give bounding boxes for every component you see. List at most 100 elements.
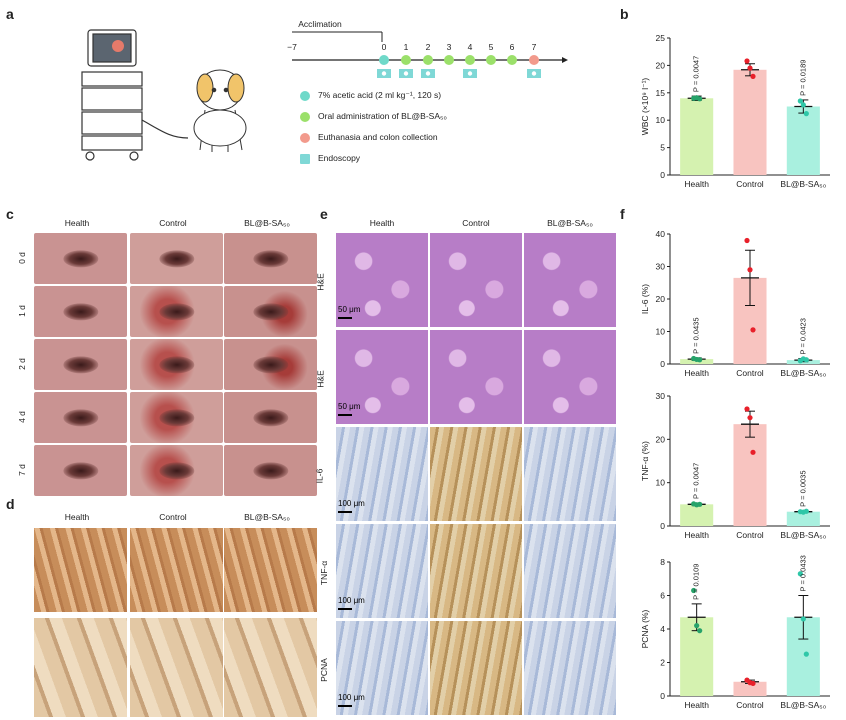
- data-point: [797, 98, 803, 104]
- bar: [733, 69, 767, 175]
- bar: [733, 424, 767, 526]
- data-point: [694, 623, 700, 629]
- p-value-label: P = 0.0035: [798, 470, 807, 506]
- endoscopy-image: [130, 339, 223, 390]
- endoscopy-marker-icon: [467, 71, 473, 76]
- endoscopy-illustration: [81, 29, 247, 161]
- legend-dot-icon: [300, 132, 310, 143]
- histology-image: [524, 233, 616, 327]
- p-value-label: P = 0.0047: [692, 56, 701, 92]
- x-tick-label: Control: [736, 179, 764, 189]
- bar: [680, 504, 714, 526]
- histology-image: [430, 621, 522, 715]
- colon-zoom-photo: [130, 618, 223, 717]
- timeline-tick-label: 3: [447, 42, 452, 52]
- timeline-legend-text: Euthanasia and colon collection: [318, 132, 438, 142]
- timeline-dot: [379, 55, 389, 65]
- colon-photo: [224, 528, 317, 612]
- timeline-dot: [486, 55, 496, 65]
- data-point: [800, 102, 806, 108]
- timeline-dot: [507, 55, 517, 65]
- column-header: Health: [64, 512, 90, 522]
- colon-photo: [34, 528, 127, 612]
- bar: [786, 106, 820, 175]
- y-tick-label: 0: [660, 691, 665, 701]
- histology-image: [524, 621, 616, 715]
- data-point: [750, 73, 756, 79]
- timeline-dot: [465, 55, 475, 65]
- y-tick-label: 20: [656, 60, 666, 70]
- endoscopy-image: [34, 392, 127, 443]
- y-axis-label: IL-6 (%): [640, 284, 650, 314]
- histology-image: [430, 233, 522, 327]
- histology-image: [336, 524, 428, 618]
- timeline-tick-label: 5: [489, 42, 494, 52]
- p-value-label: P = 0.0433: [798, 555, 807, 591]
- endoscopy-marker-icon: [403, 71, 409, 76]
- y-tick-label: 20: [656, 434, 666, 444]
- timeline-legend-item: Euthanasia and colon collection: [300, 132, 438, 143]
- timeline-arrow: [562, 57, 568, 63]
- data-point: [750, 680, 756, 687]
- x-tick-label: Control: [736, 530, 764, 540]
- scale-bar-label: 100 μm: [338, 693, 365, 702]
- colon-zoom-photo: [224, 618, 317, 717]
- legend-dot-icon: [300, 111, 310, 122]
- data-point: [803, 111, 809, 117]
- y-tick-label: 30: [656, 262, 666, 272]
- y-axis-label: WBC (×10⁹ l⁻¹): [640, 78, 650, 136]
- data-point: [800, 616, 806, 622]
- colon-photo: [130, 528, 223, 612]
- timeline-legend-item: Oral administration of BL@B-SA₅₀: [300, 111, 447, 122]
- data-point: [750, 327, 756, 333]
- data-point: [803, 508, 809, 514]
- histology-image: [430, 524, 522, 618]
- timeline-tick-label: 1: [404, 42, 409, 52]
- p-value-label: P = 0.0047: [692, 463, 701, 499]
- data-point: [750, 449, 756, 455]
- x-tick-label: Control: [736, 368, 764, 378]
- panel-e: Health Control BL@B-SA₅₀ H&E 50 μm H&E 50 μm IL…: [314, 206, 620, 720]
- bar: [786, 511, 820, 526]
- endoscopy-image: [34, 445, 127, 496]
- scale-bar: [338, 414, 352, 416]
- endoscopy-image: [224, 286, 317, 337]
- endoscopy-image: [34, 286, 127, 337]
- bar: [680, 98, 714, 175]
- timeline-legend-text: Endoscopy: [318, 153, 361, 163]
- il6-chart: 0 10 20 30 40 IL-6 (%) Health P = 0.0435 Control…: [640, 229, 830, 378]
- panel-letter-b: b: [620, 6, 629, 22]
- column-header: BL@B-SA₅₀: [244, 218, 290, 228]
- histology-image: [524, 427, 616, 521]
- scale-bar-label: 50 μm: [338, 402, 361, 411]
- x-tick-label: BL@B-SA₅₀: [780, 530, 826, 540]
- endoscopy-image: [224, 392, 317, 443]
- x-tick-label: Health: [684, 368, 709, 378]
- data-point: [803, 357, 809, 363]
- timeline-legend-item: Endoscopy: [300, 153, 360, 164]
- colon-zoom-photo: [34, 618, 127, 717]
- row-label: 4 d: [16, 411, 27, 423]
- scale-bar: [338, 511, 352, 513]
- histology-image: [336, 233, 428, 327]
- legend-dot-icon: [300, 90, 310, 101]
- histology-image: [336, 330, 428, 424]
- endoscopy-marker-icon: [381, 71, 387, 76]
- timeline-legend-item: 7% acetic acid (2 ml kg⁻¹, 120 s): [300, 90, 441, 101]
- y-tick-label: 25: [656, 33, 666, 43]
- row-label: PCNA: [318, 658, 329, 682]
- column-header: Control: [159, 512, 187, 522]
- panel-d: Health Control BL@B-SA₅₀: [30, 496, 320, 720]
- y-tick-label: 4: [660, 624, 665, 634]
- endoscopy-marker-icon: [531, 71, 537, 76]
- column-header: Control: [462, 218, 490, 228]
- data-point: [744, 58, 750, 64]
- row-label: 2 d: [16, 358, 27, 370]
- wbc-chart: 0 5 10 15 20 25 WBC (×10⁹ l⁻¹) Health P = 0.0047…: [640, 33, 830, 189]
- timeline-dot: [423, 55, 433, 65]
- histology-image: [524, 524, 616, 618]
- timeline-tick-label: 4: [468, 42, 473, 52]
- y-tick-label: 10: [656, 478, 666, 488]
- y-tick-label: 0: [660, 170, 665, 180]
- x-tick-label: Health: [684, 530, 709, 540]
